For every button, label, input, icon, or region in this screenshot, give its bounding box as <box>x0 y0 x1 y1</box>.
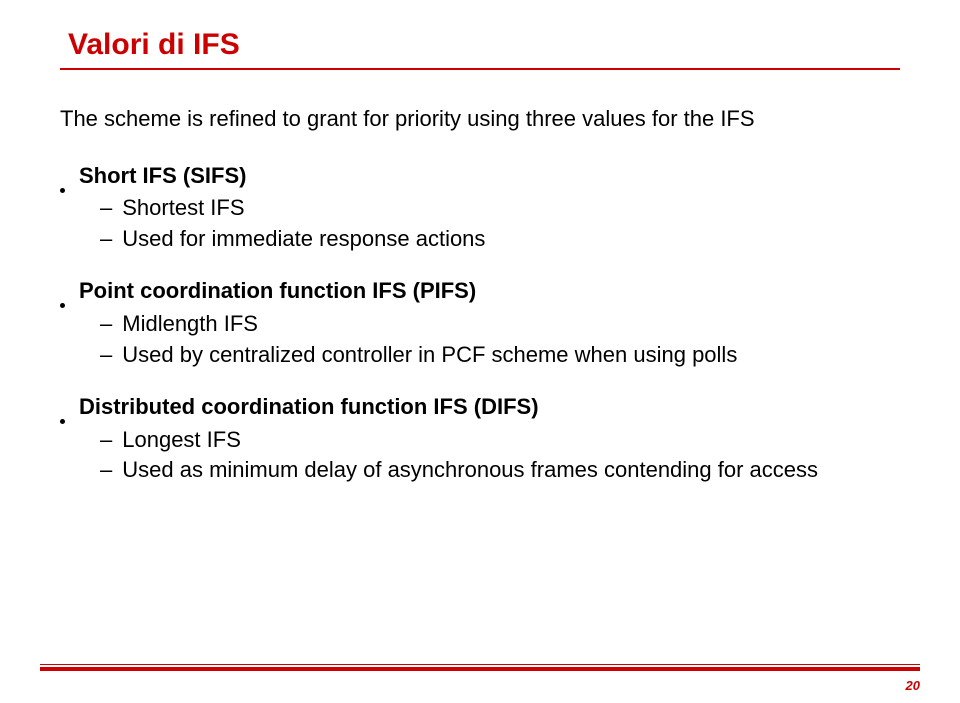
sub-list: – Longest IFS – Used as minimum delay of… <box>100 426 900 485</box>
sub-text: Shortest IFS <box>122 194 244 223</box>
sub-item: – Used as minimum delay of asynchronous … <box>100 456 900 485</box>
bullet-row: Distributed coordination function IFS (D… <box>60 393 900 422</box>
dash-icon: – <box>100 310 112 339</box>
bullet-row: Point coordination function IFS (PIFS) <box>60 277 900 306</box>
page-title: Valori di IFS <box>68 28 900 62</box>
list-item: Distributed coordination function IFS (D… <box>60 393 900 485</box>
page-number: 20 <box>906 678 920 693</box>
sub-text: Used as minimum delay of asynchronous fr… <box>122 456 818 485</box>
bullet-row: Short IFS (SIFS) <box>60 162 900 191</box>
bullet-dot-icon <box>60 303 65 308</box>
sub-text: Midlength IFS <box>122 310 258 339</box>
title-underline <box>60 68 900 70</box>
list-item: Short IFS (SIFS) – Shortest IFS – Used f… <box>60 162 900 254</box>
bullet-dot-icon <box>60 188 65 193</box>
dash-icon: – <box>100 456 112 485</box>
title-block: Valori di IFS <box>68 28 900 62</box>
dash-icon: – <box>100 225 112 254</box>
dash-icon: – <box>100 341 112 370</box>
sub-item: – Used for immediate response actions <box>100 225 900 254</box>
sub-list: – Midlength IFS – Used by centralized co… <box>100 310 900 369</box>
sub-item: – Longest IFS <box>100 426 900 455</box>
sub-item: – Shortest IFS <box>100 194 900 223</box>
bullet-dot-icon <box>60 419 65 424</box>
top-list: Short IFS (SIFS) – Shortest IFS – Used f… <box>60 162 900 485</box>
dash-icon: – <box>100 194 112 223</box>
divider-thick <box>40 667 920 671</box>
item-heading: Point coordination function IFS (PIFS) <box>79 277 476 306</box>
sub-text: Used by centralized controller in PCF sc… <box>122 341 737 370</box>
sub-list: – Shortest IFS – Used for immediate resp… <box>100 194 900 253</box>
intro-text: The scheme is refined to grant for prior… <box>60 104 900 134</box>
slide-page: Valori di IFS The scheme is refined to g… <box>0 0 960 703</box>
list-item: Point coordination function IFS (PIFS) –… <box>60 277 900 369</box>
divider-thin <box>40 664 920 665</box>
dash-icon: – <box>100 426 112 455</box>
footer-divider <box>40 664 920 671</box>
sub-text: Used for immediate response actions <box>122 225 485 254</box>
sub-text: Longest IFS <box>122 426 241 455</box>
sub-item: – Midlength IFS <box>100 310 900 339</box>
item-heading: Short IFS (SIFS) <box>79 162 246 191</box>
item-heading: Distributed coordination function IFS (D… <box>79 393 539 422</box>
sub-item: – Used by centralized controller in PCF … <box>100 341 900 370</box>
